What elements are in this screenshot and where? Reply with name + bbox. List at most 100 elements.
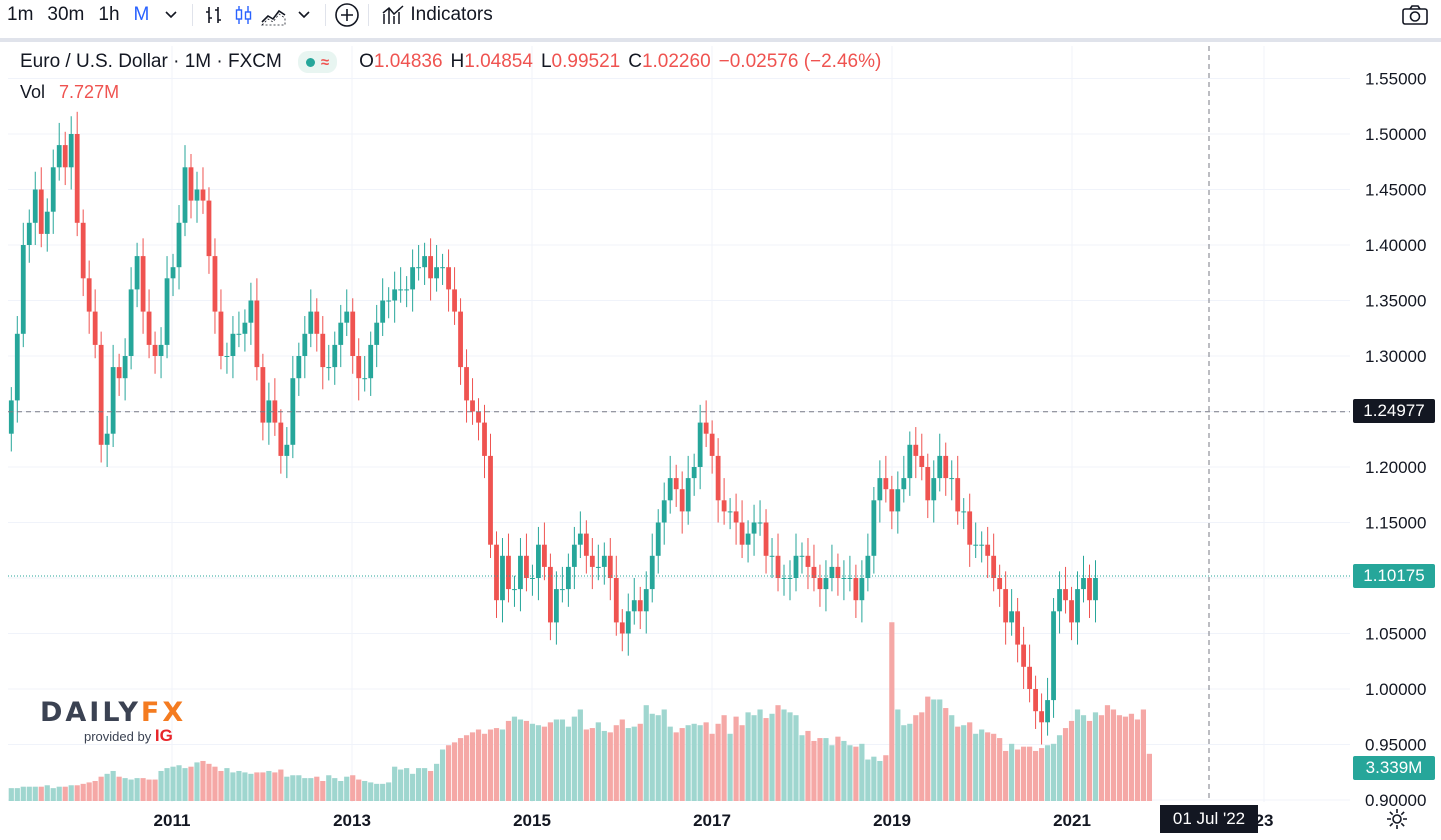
volume-bar [943,708,949,801]
volume-bar [254,772,260,801]
volume-bar [1086,720,1093,801]
volume-bar [1092,712,1099,801]
interval-30m[interactable]: 30m [47,4,85,25]
candle-body [697,422,703,467]
candle-body [272,400,278,423]
candle-body [955,478,961,512]
candle-body [506,555,511,590]
volume-bar [248,773,254,801]
x-tick-label: 2015 [513,811,551,830]
candle-body [559,589,565,591]
crosshair-date-tag: 01 Jul '22 [1160,805,1258,833]
candle-body [284,444,290,456]
candle-body [326,367,332,369]
interval-1M[interactable]: M [133,4,150,25]
candle-body [356,356,362,379]
candle-body [595,566,601,568]
volume-bar [272,772,278,801]
candle-body [667,478,673,501]
candle-body [931,478,937,501]
market-status-badge[interactable]: ≈ [297,51,338,73]
x-tick-label: 2017 [693,811,731,830]
volume-bar [661,709,667,801]
volume-bar [20,786,26,801]
volume-bar [338,780,344,801]
candle-body [302,333,308,356]
volume-bar [535,725,542,801]
volume-bar [374,783,380,801]
volume-bar [194,762,200,801]
y-tick-label: 1.15000 [1365,514,1426,533]
interval-1m[interactable]: 1m [7,4,34,25]
volume-bar [913,715,919,801]
volume-bar [439,749,446,801]
volume-value: 7.727M [59,82,120,102]
volume-bar [703,722,709,801]
area-chart-icon[interactable] [259,0,289,30]
volume-bar [919,712,925,801]
volume-bar [1116,715,1123,801]
candle-body [500,555,505,601]
candle-body [530,578,535,579]
interval-1h[interactable]: 1h [98,4,120,25]
candle-body [236,333,242,335]
volume-bar [122,778,128,801]
volume-bar [362,780,368,801]
candle-body [488,455,493,545]
volume-bar [380,783,386,801]
volume-bar [595,722,601,801]
y-tick-label: 1.40000 [1365,236,1426,255]
indicators-button[interactable]: Indicators [375,4,499,26]
candle-body [344,311,350,323]
volume-bar [332,778,338,801]
volume-bar [1027,746,1033,801]
volume-bar [745,712,751,801]
volume-bar [625,728,631,801]
candle-body [853,578,859,601]
x-tick-label: 2013 [333,811,371,830]
bar-chart-icon[interactable] [199,0,229,30]
candle-body [86,278,92,312]
volume-bar [643,705,649,801]
volume-bar [170,766,176,801]
x-tick-label: 23 [1255,811,1274,830]
volume-label[interactable]: Vol [20,82,46,102]
volume-bar [164,768,170,801]
low-value: 0.99521 [551,51,621,72]
camera-icon[interactable] [1400,0,1430,30]
candle-body [380,300,386,323]
candle-body [805,555,811,567]
y-tick-label: 1.45000 [1365,181,1426,200]
volume-bar [1032,750,1039,801]
settings-gear-icon[interactable] [1386,808,1408,835]
volume-bar [955,726,961,801]
volume-bar [679,728,685,801]
volume-bar [1044,745,1051,801]
candle-body [296,356,302,379]
chevron-down-icon[interactable] [289,0,319,30]
add-compare-icon[interactable] [332,0,362,30]
chevron-down-icon[interactable] [156,0,186,30]
volume-bar [715,723,721,801]
volume-bar [961,725,967,801]
candle-body [649,555,655,590]
candle-body [727,511,733,513]
volume-bar [895,709,901,801]
volume-bar [290,775,296,801]
volume-bar [398,769,404,801]
volume-bar [931,699,937,801]
candle-body [224,356,230,357]
candle-body [188,167,194,201]
volume-bar [38,786,44,801]
candle-body [524,555,529,578]
volume-bar [817,738,823,801]
volume-bar [14,788,20,801]
candle-body [392,289,398,301]
candle-body [763,522,769,556]
volume-bar [104,773,110,801]
volume-bar [841,740,847,801]
candles-icon[interactable] [229,0,259,30]
symbol-title[interactable]: Euro / U.S. Dollar · 1M · FXCM [20,51,282,72]
volume-bar [1068,720,1075,801]
